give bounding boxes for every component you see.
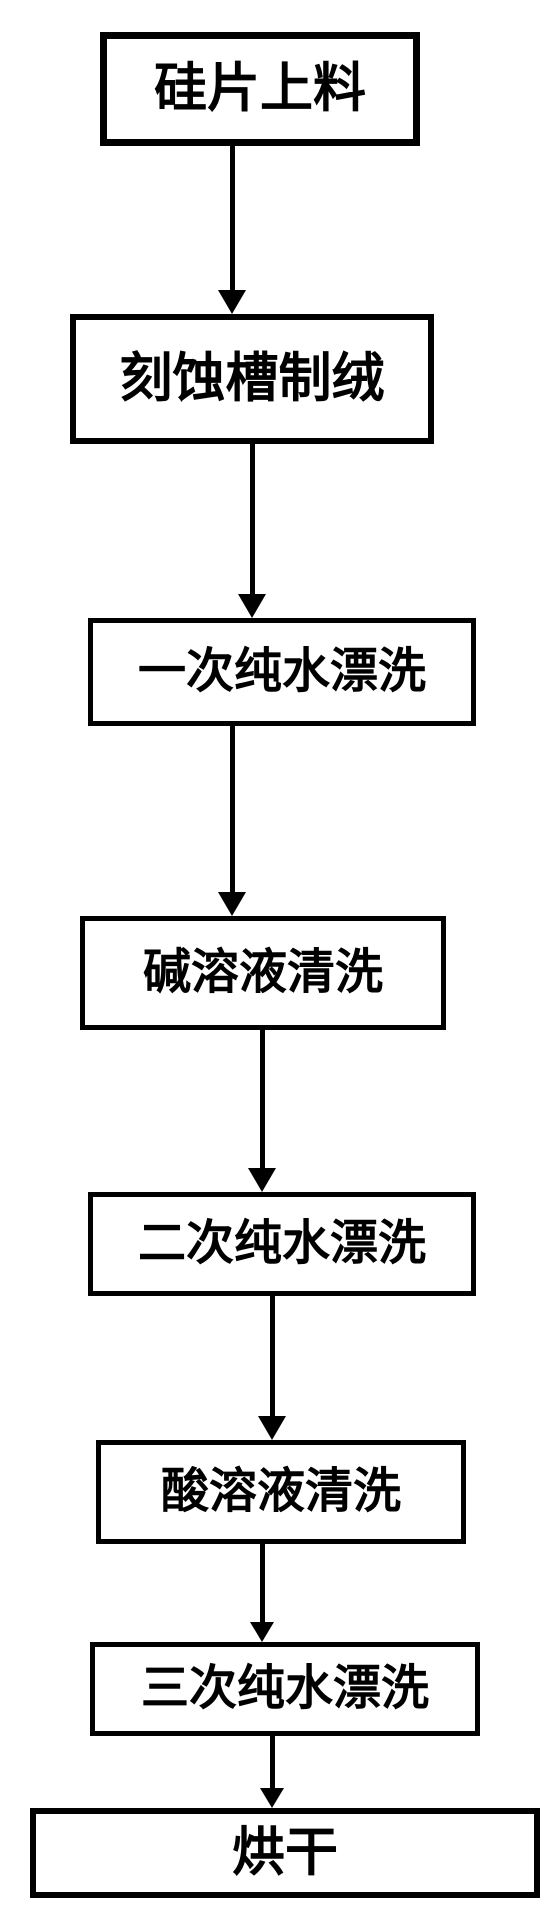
arrow-head-icon <box>248 1168 276 1192</box>
flow-node-n4: 碱溶液清洗 <box>80 916 446 1030</box>
arrow-head-icon <box>218 892 246 916</box>
flow-node-label: 一次纯水漂洗 <box>138 648 426 696</box>
flow-node-label: 烘干 <box>232 1827 338 1880</box>
arrow-head-icon <box>238 594 266 618</box>
flowchart-canvas: 硅片上料刻蚀槽制绒一次纯水漂洗碱溶液清洗二次纯水漂洗酸溶液清洗三次纯水漂洗烘干 <box>0 0 558 1908</box>
arrow-line <box>230 726 235 902</box>
flow-node-label: 刻蚀槽制绒 <box>120 353 385 406</box>
flow-node-n3: 一次纯水漂洗 <box>88 618 476 726</box>
flow-node-label: 三次纯水漂洗 <box>141 1665 429 1713</box>
arrow-head-icon <box>258 1416 286 1440</box>
flow-node-n1: 硅片上料 <box>100 32 420 146</box>
flow-node-n6: 酸溶液清洗 <box>96 1440 466 1544</box>
arrow-line <box>270 1736 275 1796</box>
flow-node-label: 二次纯水漂洗 <box>138 1220 426 1268</box>
arrow-line <box>260 1544 265 1630</box>
arrow-head-icon <box>260 1788 284 1808</box>
flow-node-n7: 三次纯水漂洗 <box>90 1642 480 1736</box>
arrow-line <box>230 146 235 300</box>
flow-node-n5: 二次纯水漂洗 <box>88 1192 476 1296</box>
flow-node-label: 碱溶液清洗 <box>143 949 383 997</box>
arrow-head-icon <box>218 290 246 314</box>
flow-node-n8: 烘干 <box>30 1808 540 1898</box>
arrow-line <box>250 444 255 604</box>
arrow-line <box>260 1030 265 1178</box>
flow-node-label: 硅片上料 <box>154 63 366 116</box>
flow-node-n2: 刻蚀槽制绒 <box>70 314 434 444</box>
flow-node-label: 酸溶液清洗 <box>161 1468 401 1516</box>
arrow-head-icon <box>250 1622 274 1642</box>
arrow-line <box>270 1296 275 1426</box>
